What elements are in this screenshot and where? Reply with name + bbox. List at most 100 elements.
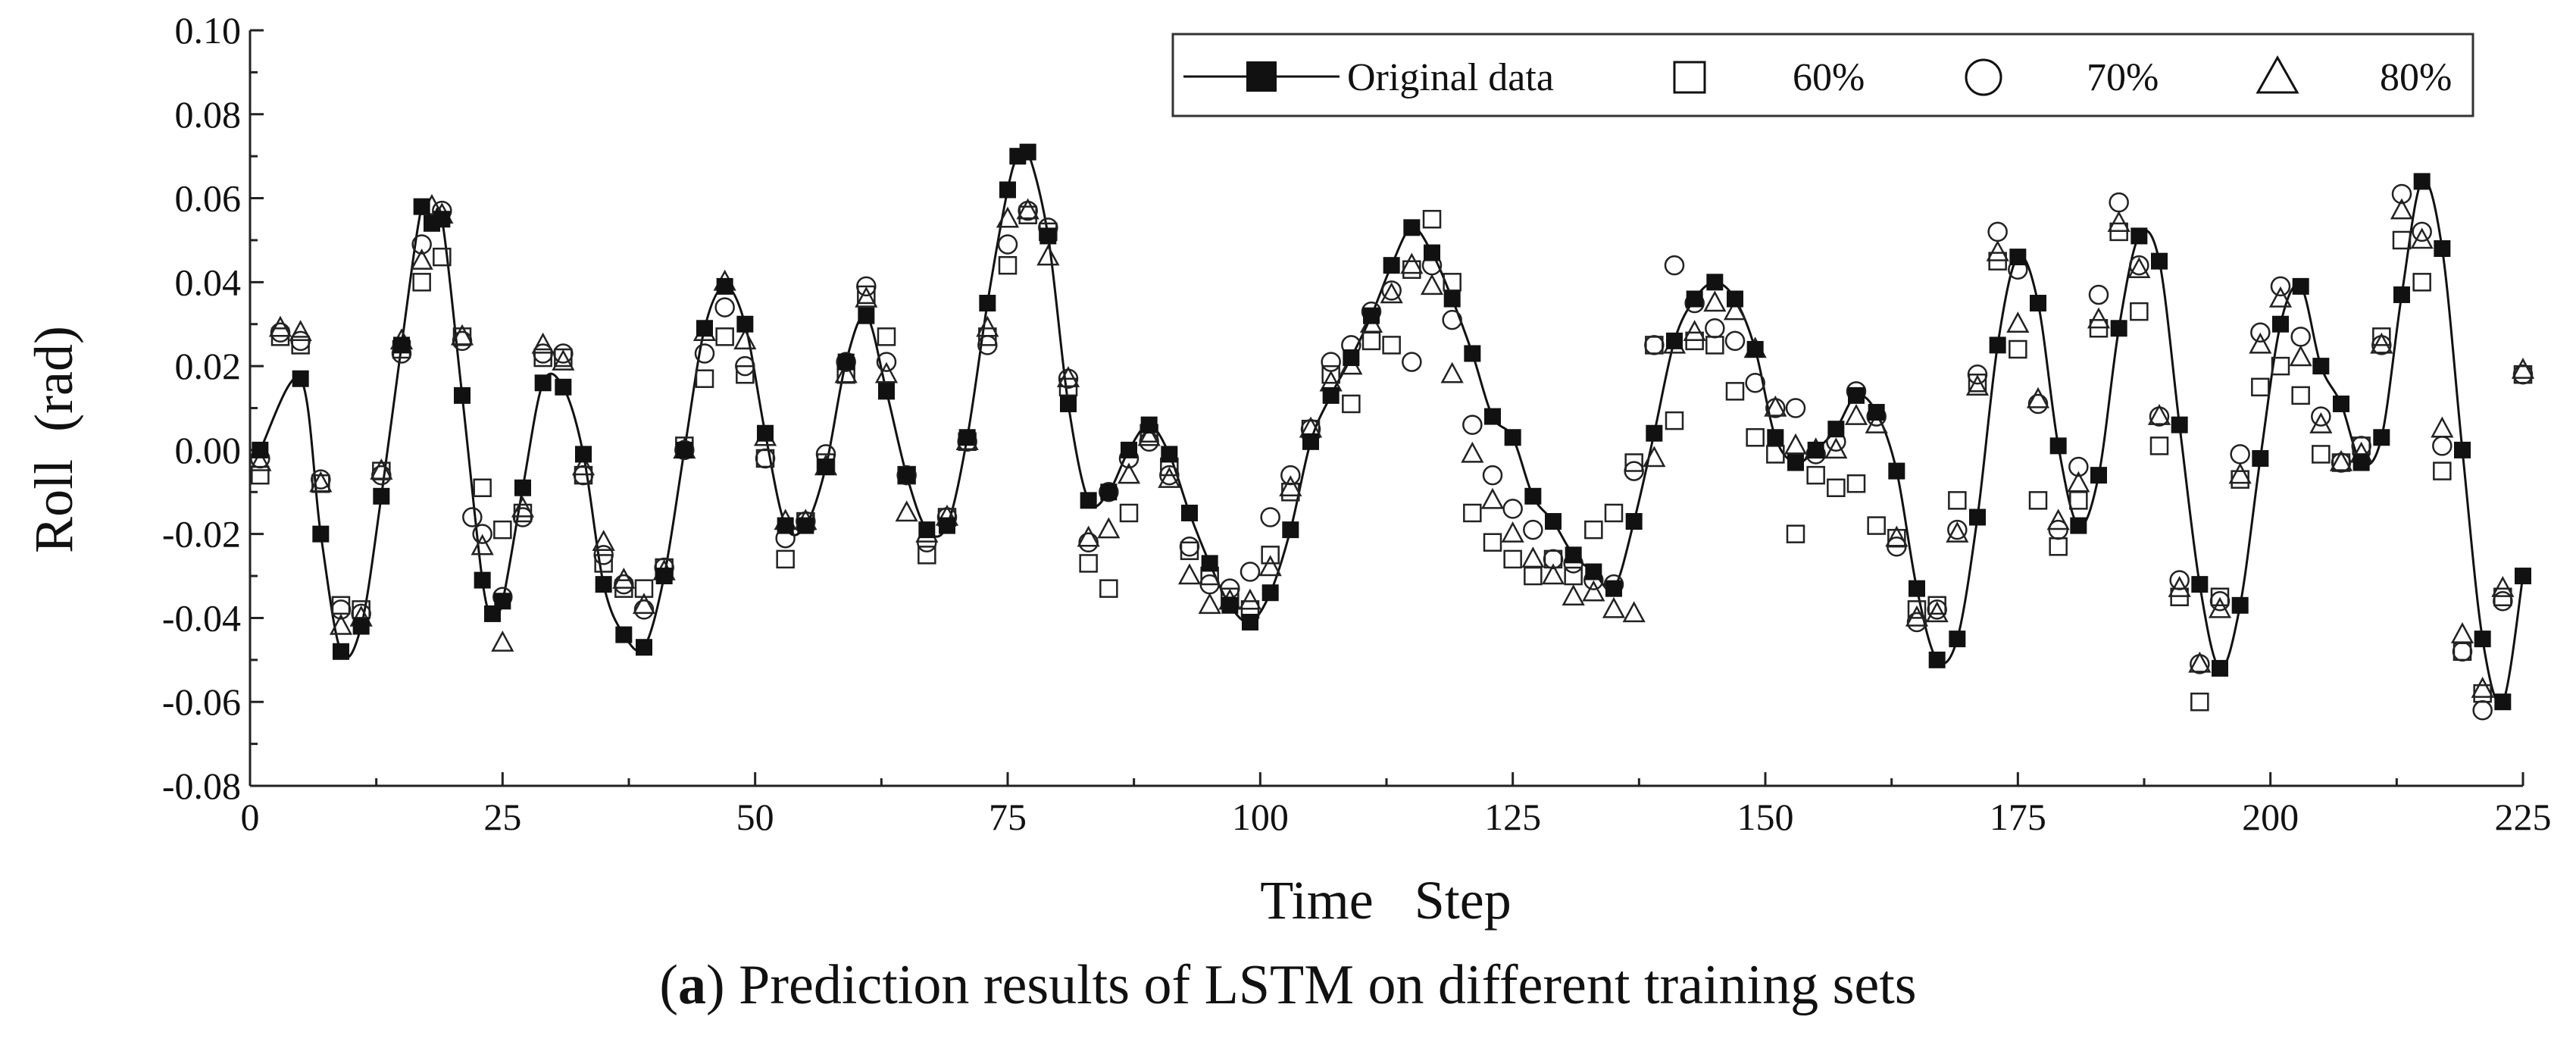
point-70 [1705, 318, 1725, 339]
point-original [1868, 404, 1885, 421]
point-80 [2107, 211, 2131, 233]
legend-marker-60 [1673, 61, 1706, 94]
y-tick-label: 0.00 [175, 429, 242, 471]
point-60 [1766, 445, 1785, 464]
point-80 [289, 320, 312, 342]
point-original [2474, 630, 2491, 648]
legend: Original data 60% 70% 80% [1171, 33, 2474, 117]
point-original [1039, 227, 1057, 245]
point-original [615, 626, 633, 643]
point-80 [1137, 424, 1161, 446]
point-original [958, 429, 976, 446]
point-60 [1361, 331, 1381, 351]
point-original [676, 441, 693, 458]
point-70 [1462, 415, 1483, 435]
point-80 [1177, 563, 1202, 585]
x-tick-label: 125 [1484, 796, 1541, 838]
point-original [352, 618, 370, 635]
point-original [1282, 521, 1299, 539]
x-tick-label: 0 [241, 796, 260, 838]
point-60 [2069, 491, 2088, 510]
point-original [2212, 659, 2228, 677]
point-original [1100, 483, 1118, 501]
point-60 [1342, 394, 1361, 414]
point-60 [412, 273, 431, 292]
point-70 [2472, 700, 2493, 721]
legend-label-80: 80% [2380, 56, 2452, 99]
point-60 [2149, 436, 2169, 455]
point-70 [2351, 436, 2371, 456]
point-original [312, 525, 330, 543]
point-80 [1764, 395, 1787, 417]
x-axis-title: Time Step [1260, 870, 1511, 931]
legend-marker-original [1246, 61, 1277, 92]
point-80 [2046, 508, 2070, 530]
point-80 [1986, 239, 2009, 261]
point-original [736, 315, 754, 333]
point-70 [1240, 562, 1261, 582]
point-60 [1463, 503, 1482, 523]
point-80 [2168, 576, 2191, 597]
caption-letter: a [678, 954, 707, 1016]
point-60 [1261, 546, 1280, 565]
point-80 [2491, 576, 2515, 597]
y-tick-label: 0.04 [175, 261, 242, 303]
point-80 [2370, 332, 2393, 354]
point-60 [1119, 503, 1139, 523]
point-original [1928, 651, 1946, 668]
point-60 [1422, 210, 1442, 229]
point-70 [2311, 406, 2331, 427]
point-60 [1624, 453, 1643, 472]
point-80 [450, 324, 474, 346]
point-original [1565, 546, 1582, 564]
point-70 [836, 352, 856, 372]
point-original [1161, 446, 1178, 463]
point-80 [2228, 462, 2252, 484]
point-80 [874, 361, 899, 383]
point-80 [1400, 252, 1424, 274]
point-80 [2026, 386, 2050, 408]
point-original [898, 467, 915, 484]
point-80 [552, 349, 575, 371]
point-80 [1117, 462, 1141, 484]
point-70 [2027, 393, 2049, 415]
point-60 [1725, 382, 1745, 401]
point-80 [1541, 563, 1565, 585]
x-tick-label: 225 [2495, 796, 2552, 838]
point-80 [2410, 227, 2434, 249]
point-original [858, 307, 875, 324]
x-tick-label: 50 [736, 796, 774, 838]
point-80 [2006, 311, 2030, 333]
point-original [1848, 386, 1865, 404]
point-original [2434, 240, 2451, 258]
point-80 [1965, 374, 1990, 396]
point-original [454, 386, 470, 404]
point-80 [531, 332, 555, 354]
point-80 [1258, 555, 1282, 577]
point-80 [491, 630, 514, 652]
point-original [1909, 580, 1925, 597]
point-70 [2512, 364, 2534, 385]
point-original [1767, 429, 1784, 446]
point-80 [329, 613, 353, 635]
point-80 [1824, 437, 1848, 459]
point-original [1787, 454, 1804, 471]
point-60 [2312, 445, 2331, 464]
point-70 [311, 469, 331, 490]
point-original [1686, 290, 1703, 308]
point-60 [2251, 377, 2270, 397]
point-original [1727, 290, 1743, 308]
point-original [1504, 429, 1521, 446]
y-tick-label: 0.02 [175, 345, 242, 387]
point-original [555, 378, 572, 396]
point-70 [1724, 330, 1746, 352]
point-80 [1097, 517, 1121, 539]
point-original [1302, 433, 1319, 450]
point-original [2494, 693, 2512, 711]
point-70 [2452, 641, 2473, 662]
point-70 [2270, 276, 2291, 297]
point-original [1545, 513, 1562, 530]
point-60 [776, 549, 795, 569]
point-original [1201, 555, 1218, 572]
point-60 [1786, 524, 1805, 543]
